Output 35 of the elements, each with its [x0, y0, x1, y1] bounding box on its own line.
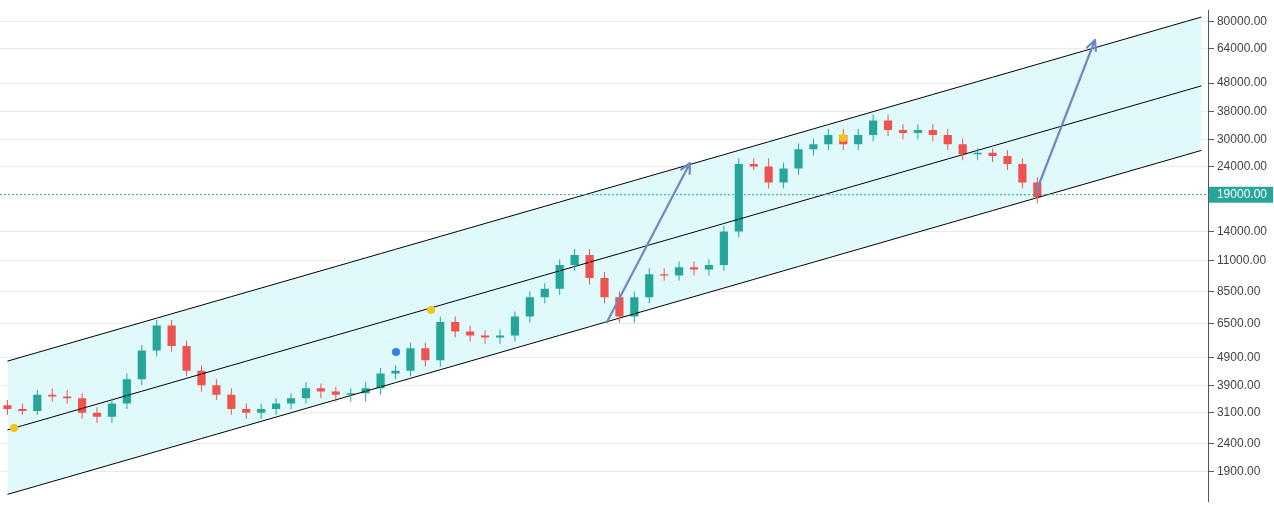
- y-tick-label: 24000.00: [1216, 158, 1268, 173]
- y-tick-label: 3900.00: [1216, 377, 1261, 392]
- y-tick-label: 30000.00: [1216, 132, 1268, 147]
- candlestick: [689, 261, 699, 277]
- candlestick: [794, 142, 803, 176]
- candlestick: [316, 383, 325, 399]
- y-tick-label: 4900.00: [1216, 350, 1261, 365]
- candlestick: [212, 378, 221, 401]
- candlestick: [242, 403, 251, 420]
- candlestick: [809, 138, 818, 157]
- candlestick: [600, 271, 609, 304]
- candlestick: [988, 147, 997, 163]
- y-tick-label: 48000.00: [1216, 75, 1268, 90]
- y-tick-label: 8500.00: [1216, 283, 1261, 298]
- y-tick-label: 64000.00: [1216, 40, 1268, 55]
- candlestick: [182, 340, 191, 377]
- candlestick: [257, 403, 266, 420]
- candlestick: [406, 342, 415, 377]
- candlestick: [3, 399, 12, 416]
- y-tick-label: 3100.00: [1216, 405, 1261, 420]
- y-tick-label: 2400.00: [1216, 435, 1261, 450]
- candlestick: [749, 157, 758, 171]
- y-tick-label: 1900.00: [1216, 464, 1261, 479]
- y-tick-label: 38000.00: [1216, 103, 1268, 118]
- ref-line-label: 19000.00: [1216, 186, 1268, 201]
- candlestick: [376, 367, 385, 396]
- candlestick: [1003, 149, 1012, 171]
- candlestick: [779, 162, 788, 189]
- candlestick: [48, 387, 57, 403]
- y-tick-label: 80000.00: [1216, 13, 1268, 28]
- candlestick: [660, 267, 669, 282]
- y-tick-label: 6500.00: [1216, 316, 1261, 331]
- y-tick-label: 14000.00: [1216, 223, 1268, 238]
- candlestick: [585, 248, 594, 286]
- y-tick-label: 11000.00: [1216, 252, 1267, 267]
